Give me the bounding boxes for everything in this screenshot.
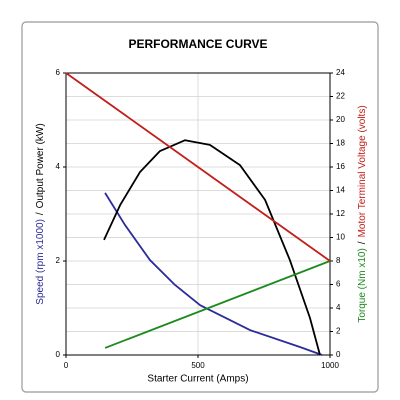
chart-title: PERFORMANCE CURVE [128, 37, 267, 51]
y-tick-label: 4 [56, 162, 61, 171]
y2-tick-label: 0 [336, 350, 341, 359]
y2-axis-label: Torque (Nm x10) / Motor Terminal Voltage (… [357, 105, 368, 322]
y2-tick-label: 16 [336, 162, 345, 171]
series-line [65, 72, 331, 262]
series-line [104, 192, 323, 356]
y2-tick-label: 2 [336, 327, 341, 336]
y2-tick-label: 12 [336, 209, 345, 218]
y2-tick-label: 24 [336, 68, 345, 77]
axis-label-part: Speed (rpm x1000) [35, 219, 46, 305]
x-axis-label: Starter Current (Amps) [147, 374, 248, 385]
y2-tick-label: 20 [336, 115, 345, 124]
axis-label-part: / [35, 212, 46, 215]
chart-frame [21, 21, 379, 393]
axis-label-part: Torque (Nm x10) [357, 248, 368, 322]
x-tick-label: 500 [191, 361, 205, 370]
x-tick-label: 0 [64, 361, 69, 370]
y-tick-label: 2 [56, 256, 61, 265]
x-tick-label: 1000 [321, 361, 339, 370]
y2-tick-label: 14 [336, 186, 345, 195]
y2-tick-label: 10 [336, 233, 345, 242]
y2-tick-label: 6 [336, 280, 341, 289]
y-tick-label: 6 [56, 68, 61, 77]
y2-tick-label: 22 [336, 92, 345, 101]
y2-tick-label: 8 [336, 256, 341, 265]
y2-tick-label: 4 [336, 303, 341, 312]
y2-tick-label: 18 [336, 139, 345, 148]
series-line [104, 260, 331, 349]
y-tick-label: 0 [56, 350, 61, 359]
axis-label-part: / [357, 241, 368, 244]
axis-label-part: Motor Terminal Voltage (volts) [357, 105, 368, 237]
y-axis-label: Speed (rpm x1000) / Output Power (kW) [35, 123, 46, 304]
axis-label-part: Output Power (kW) [35, 123, 46, 208]
series-line [103, 139, 321, 356]
